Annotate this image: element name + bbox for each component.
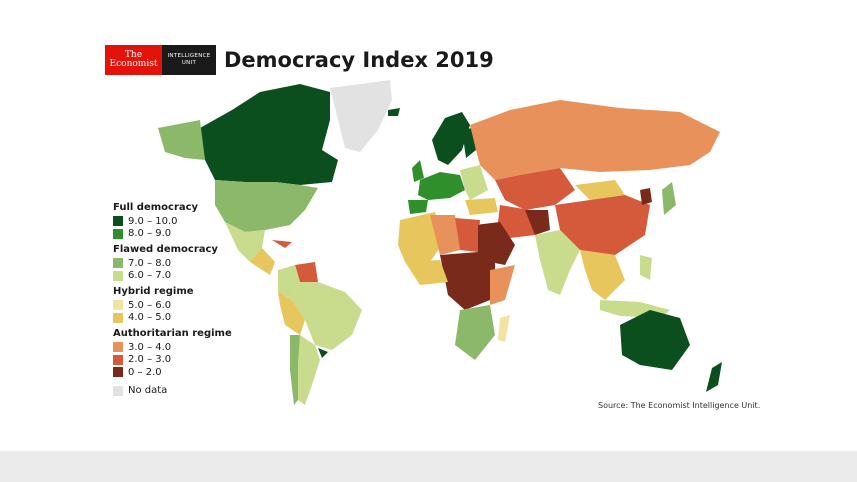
region-southeast-asia bbox=[580, 250, 625, 300]
publisher-logo: The Economist INTELLIGENCE UNIT bbox=[105, 45, 216, 75]
legend-item: 9.0 – 10.0 bbox=[113, 215, 232, 228]
legend-label: 4.0 – 5.0 bbox=[128, 312, 172, 324]
eiu-logo-line2: UNIT bbox=[181, 60, 197, 66]
legend-label: 2.0 – 3.0 bbox=[128, 354, 172, 366]
region-iberia bbox=[408, 200, 428, 214]
region-argentina bbox=[298, 335, 320, 405]
legend-swatch bbox=[113, 216, 123, 227]
eiu-logo: INTELLIGENCE UNIT bbox=[162, 45, 216, 75]
footer-band bbox=[0, 451, 857, 482]
region-uk bbox=[412, 160, 424, 182]
region-scandinavia bbox=[432, 112, 470, 165]
legend-group-title: Flawed democracy bbox=[113, 244, 218, 255]
legend-item: 2.0 – 3.0 bbox=[113, 354, 232, 367]
legend-item-no-data: No data bbox=[113, 385, 232, 398]
source-note: Source: The Economist Intelligence Unit. bbox=[598, 401, 761, 410]
legend-label: 9.0 – 10.0 bbox=[128, 215, 178, 227]
region-central-africa bbox=[440, 252, 495, 310]
legend-swatch bbox=[113, 354, 123, 365]
economist-logo-line2: Economist bbox=[109, 59, 158, 69]
region-chile bbox=[290, 335, 300, 405]
region-philippines bbox=[640, 255, 652, 280]
legend-group-title: Full democracy bbox=[113, 202, 199, 213]
legend-label: 3.0 – 4.0 bbox=[128, 341, 172, 353]
region-canada bbox=[200, 84, 338, 185]
region-mexico bbox=[225, 222, 265, 262]
legend-item: 6.0 – 7.0 bbox=[113, 270, 232, 283]
region-finland bbox=[462, 128, 476, 158]
legend-swatch bbox=[113, 367, 123, 378]
region-india bbox=[535, 230, 580, 295]
region-libya bbox=[455, 218, 480, 252]
region-venezuela bbox=[295, 262, 318, 282]
region-turkey bbox=[465, 198, 498, 215]
region-southern-africa bbox=[455, 305, 495, 360]
world-map bbox=[158, 80, 722, 405]
region-greenland bbox=[330, 80, 392, 152]
economist-logo-line1: The bbox=[124, 50, 143, 60]
region-madagascar bbox=[498, 315, 510, 342]
legend-label: 7.0 – 8.0 bbox=[128, 257, 172, 269]
legend-label: 5.0 – 6.0 bbox=[128, 299, 172, 311]
region-afghanistan bbox=[525, 210, 550, 235]
region-central-america bbox=[250, 248, 275, 275]
region-uruguay bbox=[318, 348, 328, 358]
legend-group-title: Hybrid regime bbox=[113, 286, 194, 297]
region-japan bbox=[662, 182, 676, 215]
region-usa bbox=[215, 180, 318, 232]
region-western-europe bbox=[418, 172, 465, 200]
region-north-korea bbox=[640, 188, 652, 205]
region-iran bbox=[498, 205, 535, 238]
legend-item: 4.0 – 5.0 bbox=[113, 312, 232, 325]
eiu-logo-line1: INTELLIGENCE bbox=[167, 53, 211, 59]
legend-item: 0 – 2.0 bbox=[113, 366, 232, 379]
region-algeria bbox=[430, 215, 460, 255]
region-alaska bbox=[158, 120, 205, 160]
legend-swatch bbox=[113, 342, 123, 353]
legend: Full democracy 9.0 – 10.0 8.0 – 9.0 Flawed … bbox=[113, 198, 232, 397]
map-title: Democracy Index 2019 bbox=[224, 48, 494, 72]
region-new-zealand bbox=[706, 362, 722, 392]
region-cuba bbox=[272, 240, 292, 248]
legend-item: 8.0 – 9.0 bbox=[113, 228, 232, 241]
region-mongolia bbox=[575, 180, 625, 200]
legend-swatch bbox=[113, 300, 123, 311]
legend-item: 3.0 – 4.0 bbox=[113, 341, 232, 354]
legend-swatch bbox=[113, 385, 123, 396]
region-west-africa-coast bbox=[405, 260, 448, 285]
region-brazil bbox=[292, 282, 362, 350]
region-peru-bolivia bbox=[278, 292, 305, 335]
legend-item: 7.0 – 8.0 bbox=[113, 257, 232, 270]
legend-label: No data bbox=[128, 385, 168, 397]
region-east-africa bbox=[490, 265, 515, 305]
legend-group-title: Authoritarian regime bbox=[113, 328, 232, 339]
region-australia bbox=[620, 310, 690, 370]
legend-label: 6.0 – 7.0 bbox=[128, 270, 172, 282]
legend-swatch bbox=[113, 258, 123, 269]
legend-label: 8.0 – 9.0 bbox=[128, 228, 172, 240]
region-russia bbox=[470, 100, 720, 180]
economist-logo: The Economist bbox=[105, 45, 162, 75]
region-iceland bbox=[388, 108, 400, 116]
region-eastern-europe bbox=[460, 165, 488, 200]
header: The Economist INTELLIGENCE UNIT Democrac… bbox=[105, 44, 494, 76]
legend-swatch bbox=[113, 228, 123, 239]
region-china bbox=[555, 195, 650, 255]
region-central-asia bbox=[495, 168, 575, 210]
region-colombia bbox=[278, 265, 300, 300]
legend-swatch bbox=[113, 312, 123, 323]
legend-item: 5.0 – 6.0 bbox=[113, 299, 232, 312]
legend-swatch bbox=[113, 270, 123, 281]
legend-label: 0 – 2.0 bbox=[128, 366, 162, 378]
